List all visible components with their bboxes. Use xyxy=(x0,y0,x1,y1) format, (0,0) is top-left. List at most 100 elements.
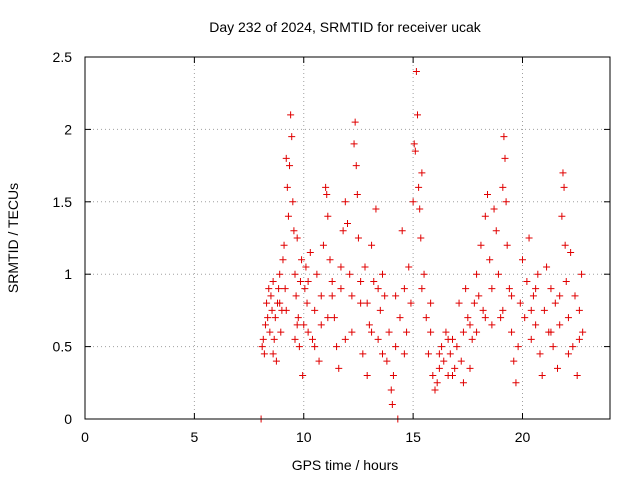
data-point xyxy=(462,285,470,293)
data-point xyxy=(385,328,393,336)
data-point xyxy=(389,372,397,380)
data-point xyxy=(560,183,568,191)
data-point xyxy=(354,234,362,242)
data-point xyxy=(272,357,280,365)
data-point xyxy=(352,162,360,170)
data-point xyxy=(578,270,586,278)
data-point xyxy=(282,306,290,314)
data-point xyxy=(414,111,421,119)
data-point xyxy=(303,299,311,307)
data-point xyxy=(512,379,520,387)
data-point xyxy=(464,314,472,322)
data-point xyxy=(549,343,557,351)
x-tick-label: 10 xyxy=(296,429,312,445)
data-point xyxy=(516,299,524,307)
data-point xyxy=(417,234,425,242)
data-point xyxy=(276,299,284,307)
data-point xyxy=(502,198,510,206)
data-point xyxy=(293,321,301,329)
y-axis-label: SRMTID / TECUs xyxy=(5,183,21,293)
y-tick-labels: 0 0.5 1 1.5 2 2.5 xyxy=(53,49,73,427)
data-point xyxy=(288,133,296,141)
data-point xyxy=(350,140,358,148)
data-point xyxy=(449,372,456,380)
data-point xyxy=(455,299,463,307)
x-axis-label: GPS time / hours xyxy=(292,457,399,473)
data-point xyxy=(372,205,380,213)
data-point xyxy=(494,270,502,278)
data-point xyxy=(564,314,572,322)
data-point xyxy=(276,270,284,278)
data-point xyxy=(499,306,507,314)
data-point xyxy=(368,328,376,336)
data-point xyxy=(295,343,303,351)
data-point xyxy=(376,306,384,314)
data-point xyxy=(543,263,551,271)
data-point xyxy=(315,357,323,365)
y-tick-label: 0 xyxy=(64,411,72,427)
data-point xyxy=(459,328,467,336)
data-point xyxy=(500,133,508,141)
data-point xyxy=(457,357,465,365)
data-point xyxy=(365,321,373,329)
data-point xyxy=(444,335,452,343)
data-point xyxy=(412,67,420,75)
x-tick-labels: 0 5 10 15 20 xyxy=(81,429,530,445)
x-tick-label: 20 xyxy=(515,429,531,445)
data-point xyxy=(304,277,312,285)
data-point xyxy=(269,277,277,285)
data-point xyxy=(291,270,299,278)
data-point xyxy=(323,191,331,199)
data-point xyxy=(348,292,356,300)
data-point xyxy=(324,212,332,220)
data-point xyxy=(567,248,575,256)
data-point xyxy=(335,364,343,372)
data-point xyxy=(282,154,290,162)
data-point xyxy=(324,314,332,322)
data-point xyxy=(348,328,356,336)
data-point xyxy=(368,241,376,249)
data-point xyxy=(277,328,285,336)
data-point xyxy=(301,285,309,293)
data-point xyxy=(470,299,478,307)
data-point xyxy=(374,285,382,293)
data-points xyxy=(257,67,587,423)
data-point xyxy=(263,299,271,307)
data-point xyxy=(424,350,432,358)
data-point xyxy=(492,227,500,235)
data-point xyxy=(317,321,325,329)
data-point xyxy=(328,277,336,285)
data-point xyxy=(540,306,548,314)
data-point xyxy=(527,306,535,314)
data-point xyxy=(293,234,301,242)
data-point xyxy=(281,285,289,293)
grid-lines xyxy=(85,57,610,419)
data-point xyxy=(341,198,349,206)
data-point xyxy=(322,183,330,191)
data-point xyxy=(411,147,419,155)
data-point xyxy=(400,285,408,293)
data-point xyxy=(527,335,535,343)
data-point xyxy=(556,292,564,300)
data-point xyxy=(477,241,485,249)
data-point xyxy=(575,335,583,343)
data-point xyxy=(359,350,367,358)
plot-frame xyxy=(84,56,611,420)
data-point xyxy=(579,328,587,336)
data-point xyxy=(440,357,448,365)
data-point xyxy=(529,292,537,300)
data-point xyxy=(473,328,481,336)
data-point xyxy=(266,328,274,336)
y-tick-label: 2 xyxy=(64,121,72,137)
data-point xyxy=(370,277,378,285)
data-point xyxy=(344,220,351,228)
data-point xyxy=(260,350,268,358)
data-point xyxy=(337,263,345,271)
data-point xyxy=(466,364,474,372)
data-point xyxy=(481,314,489,322)
data-point xyxy=(292,292,300,300)
axis-ticks xyxy=(84,56,610,420)
data-point xyxy=(562,277,570,285)
data-point xyxy=(341,335,349,343)
data-point xyxy=(261,321,269,329)
